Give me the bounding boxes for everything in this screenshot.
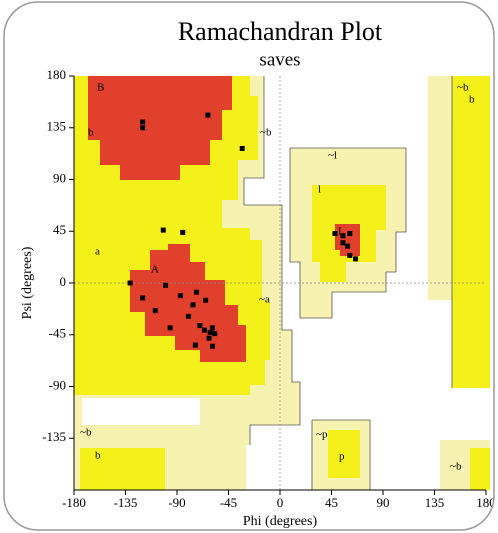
residue-point — [201, 327, 207, 333]
residue-point — [177, 293, 183, 299]
residue-point — [340, 233, 346, 239]
y-axis-label: Psi (degrees) — [20, 246, 35, 319]
residue-point — [203, 297, 209, 303]
region-label: l — [318, 184, 321, 196]
region-label: ~b — [260, 127, 272, 139]
region-label: ~p — [316, 429, 328, 441]
regions — [74, 76, 490, 490]
region-label: ~l — [328, 150, 337, 162]
region-label: B — [97, 82, 104, 94]
residue-point — [160, 227, 166, 233]
residue-point — [206, 335, 212, 341]
x-tick-label: -90 — [168, 495, 185, 510]
region-label: b — [88, 127, 94, 139]
allowed-region — [328, 430, 360, 478]
region-label: A — [151, 264, 159, 276]
allowed-region — [470, 448, 490, 490]
region-label: L — [338, 226, 345, 238]
x-tick-label: 135 — [425, 495, 445, 510]
residue-point — [197, 323, 203, 329]
residue-point — [212, 331, 218, 337]
residue-point — [152, 308, 158, 314]
residue-point — [140, 295, 146, 301]
region-label: ~b — [80, 427, 92, 439]
x-tick-label: -135 — [114, 495, 138, 510]
residue-point — [347, 231, 353, 237]
region-edge — [243, 76, 453, 490]
residue-point — [140, 125, 146, 131]
chart-area: eck B b a A ~b ~a ~l — [4, 2, 496, 529]
chart-subtitle: saves — [259, 49, 300, 70]
region-label: ~a — [259, 294, 270, 306]
y-tick-label: -90 — [49, 377, 66, 392]
x-tick-label: -45 — [220, 495, 237, 510]
frame-border — [3, 1, 495, 531]
residue-point — [190, 302, 196, 308]
y-tick-label: 135 — [47, 119, 67, 134]
allowed-region — [80, 448, 165, 490]
region-label: p — [339, 451, 345, 463]
residue-point — [340, 240, 346, 246]
allowed-region — [452, 76, 490, 388]
residue-point — [209, 343, 215, 349]
residue-point — [192, 342, 198, 348]
chart-title: Ramachandran Plot — [178, 17, 383, 46]
residue-point — [140, 119, 146, 125]
residue-point — [205, 112, 211, 118]
y-tick-label: 90 — [53, 170, 66, 185]
x-tick-label: 180 — [476, 495, 496, 510]
residue-point — [207, 329, 213, 335]
core-region — [335, 224, 360, 256]
x-tick-label: 90 — [377, 495, 390, 510]
residue-point — [185, 313, 191, 319]
x-tick-label: 45 — [325, 495, 338, 510]
y-tick-label: 180 — [47, 67, 67, 82]
y-tick-label: 45 — [53, 222, 66, 237]
plot: 180 135 90 45 0 -45 -90 -135 -180 -135 -90 -45 0 45 90… — [42, 67, 496, 510]
residue-point — [332, 231, 338, 237]
x-tick-label: 0 — [277, 495, 284, 510]
core-region — [88, 76, 232, 180]
residue-point — [345, 243, 351, 249]
residue-point — [239, 145, 245, 151]
white-gap — [82, 398, 200, 425]
x-axis-label: Phi (degrees) — [243, 514, 318, 529]
residue-point — [353, 256, 359, 262]
residue-point — [193, 289, 199, 295]
y-tick-label: 0 — [60, 274, 67, 289]
y-tick-label: -45 — [49, 326, 66, 341]
residue-point — [347, 252, 353, 258]
region-label: b — [469, 94, 475, 106]
region-label: b — [95, 450, 101, 462]
residue-point — [167, 325, 173, 331]
y-tick-label: -135 — [42, 429, 66, 444]
residue-point — [180, 229, 186, 235]
residue-point — [127, 280, 133, 286]
residue-point — [209, 325, 215, 331]
region-label: ~b — [450, 461, 462, 473]
x-tick-label: -180 — [62, 495, 86, 510]
residue-point — [163, 282, 169, 288]
region-label: a — [95, 246, 100, 258]
region-label: ~b — [457, 82, 469, 94]
